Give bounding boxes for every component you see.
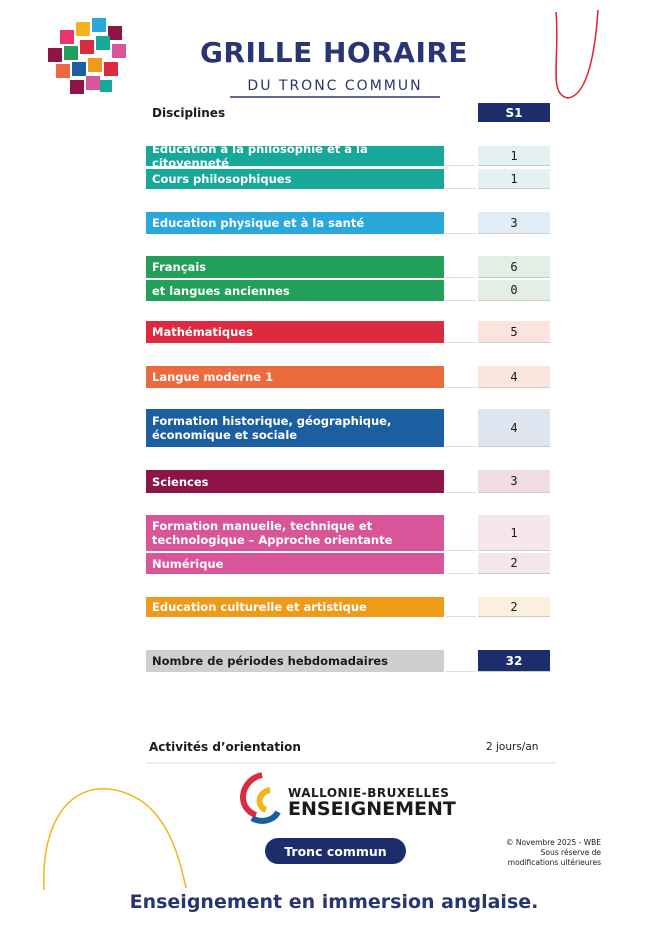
hours: 5 — [478, 321, 550, 343]
column-header: Disciplines — [152, 106, 226, 120]
spacer — [446, 321, 476, 343]
total-value: 32 — [478, 650, 550, 672]
hours: 6 — [478, 256, 550, 278]
note: © Novembre 2025 - WBE — [506, 838, 601, 847]
hours: 4 — [478, 366, 550, 388]
discipline: Sciences — [146, 470, 444, 493]
note: modifications ultérieures — [507, 858, 601, 867]
note: Sous réserve de — [540, 848, 601, 857]
hours: 3 — [478, 212, 550, 234]
discipline: Français — [146, 256, 444, 278]
logo-text: ENSEIGNEMENT — [288, 798, 456, 820]
hours: 1 — [478, 515, 550, 551]
discipline: et langues anciennes — [146, 280, 444, 301]
discipline: Langue moderne 1 — [146, 366, 444, 388]
spacer — [446, 280, 476, 301]
discipline: Formation manuelle, technique et technol… — [146, 515, 444, 551]
cube-logo — [48, 18, 126, 94]
title: GRILLE HORAIRE — [199, 36, 469, 69]
discipline: Education physique et à la santé — [146, 212, 444, 234]
hours: 1 — [478, 169, 550, 189]
notes: © Novembre 2025 - WBE Sous réserve de mo… — [480, 838, 601, 868]
wbe-emblem — [240, 772, 281, 824]
spacer — [446, 256, 476, 278]
discipline: Mathématiques — [146, 321, 444, 343]
spacer — [446, 169, 476, 189]
subtitle: DU TRONC COMMUN — [247, 78, 423, 94]
hours: 2 — [478, 553, 550, 574]
spacer — [446, 470, 476, 493]
spacer — [446, 409, 476, 447]
hours: 0 — [478, 280, 550, 301]
discipline: Cours philosophiques — [146, 169, 444, 189]
spacer — [446, 146, 476, 166]
orientation-value: 2 jours/an — [486, 741, 539, 753]
footer: Enseignement en immersion anglaise. — [129, 891, 539, 913]
spacer — [446, 597, 476, 617]
hours: 3 — [478, 470, 550, 493]
hours: 4 — [478, 409, 550, 447]
logo-text: WALLONIE-BRUXELLES — [288, 786, 450, 800]
discipline: Formation historique, géographique, écon… — [146, 409, 444, 447]
spacer — [446, 212, 476, 234]
discipline: Numérique — [146, 553, 444, 574]
orientation-label: Activités d’orientation — [149, 740, 301, 754]
discipline: Education culturelle et artistique — [146, 597, 444, 617]
hours: 1 — [478, 146, 550, 166]
spacer — [446, 366, 476, 388]
button[interactable]: Tronc commun — [265, 838, 406, 864]
spacer — [446, 515, 476, 551]
discipline: Education à la philosophie et à la citoy… — [146, 142, 444, 170]
spacer — [446, 650, 476, 672]
spacer — [446, 553, 476, 574]
hours: 2 — [478, 597, 550, 617]
column-header: S1 — [478, 103, 550, 122]
total-label: Nombre de périodes hebdomadaires — [146, 650, 444, 672]
